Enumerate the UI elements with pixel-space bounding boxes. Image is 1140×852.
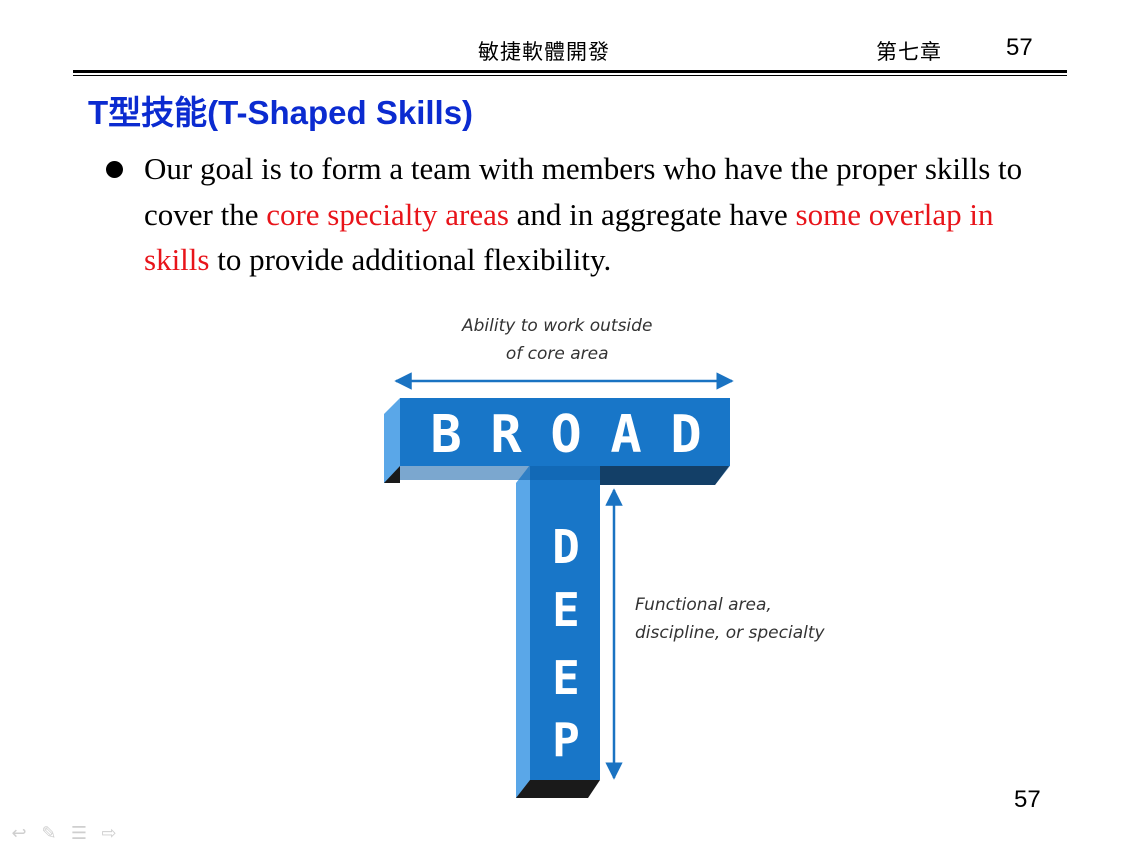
t-shaped-diagram: B R O A D D E E P Ability to work outsid… xyxy=(370,310,850,810)
broad-letter: D xyxy=(670,405,701,465)
back-arrow-icon[interactable]: ↩ xyxy=(11,822,27,844)
menu-icon[interactable]: ☰ xyxy=(70,822,88,844)
broad-letter: R xyxy=(490,405,522,465)
bullet-text-part-2: and in aggregate have xyxy=(508,196,796,232)
bullet-text-part-3: to provide additional flexibility. xyxy=(209,242,612,277)
deep-letter: P xyxy=(552,713,580,767)
broad-caption: Ability to work outside of core area xyxy=(462,312,652,368)
t-stem-shadow xyxy=(516,780,600,798)
pen-icon[interactable]: ✎ xyxy=(41,822,57,844)
broad-letter: B xyxy=(430,405,461,465)
header-page-number: 57 xyxy=(1006,34,1033,61)
deep-caption-line-2: discipline, or specialty xyxy=(635,623,825,643)
highlight-core-specialty: core specialty areas xyxy=(266,196,509,232)
deep-letter: E xyxy=(552,651,580,705)
slideshow-nav: ↩ ✎ ☰ ⇨ xyxy=(0,820,168,846)
deep-letter: D xyxy=(552,520,580,574)
t-bar-front xyxy=(400,398,730,466)
footer-page-number: 57 xyxy=(1014,786,1041,813)
course-title: 敏捷軟體開發 xyxy=(478,40,610,64)
t-bar-side xyxy=(384,398,400,483)
broad-caption-line-1: Ability to work outside xyxy=(462,316,653,336)
t-stem-front xyxy=(530,466,600,780)
broad-letter: A xyxy=(610,405,641,465)
highlight-skill-overlap: some overlap in skills xyxy=(144,196,994,278)
t-shape-graphic: B R O A D D E E P xyxy=(384,372,734,798)
deep-letter: E xyxy=(552,583,580,637)
chapter-label: 第七章 xyxy=(876,40,942,64)
deep-caption: Functional area, discipline, or specialt… xyxy=(635,591,825,647)
bullet-icon xyxy=(106,161,123,178)
header-rule-thin xyxy=(73,75,1067,76)
slide-title: T型技能(T-Shaped Skills) xyxy=(88,94,474,131)
bullet-text: Our goal is to form a team with members … xyxy=(144,146,1054,283)
broad-letter: O xyxy=(550,405,581,465)
bullet-text-part-1: Our goal is to form a team with members … xyxy=(144,151,1023,232)
deep-caption-line-1: Functional area, xyxy=(635,595,772,615)
broad-caption-line-2: of core area xyxy=(505,344,609,364)
forward-arrow-icon[interactable]: ⇨ xyxy=(101,822,117,844)
t-stem-side xyxy=(516,465,530,798)
header-rule-thick xyxy=(73,70,1067,73)
